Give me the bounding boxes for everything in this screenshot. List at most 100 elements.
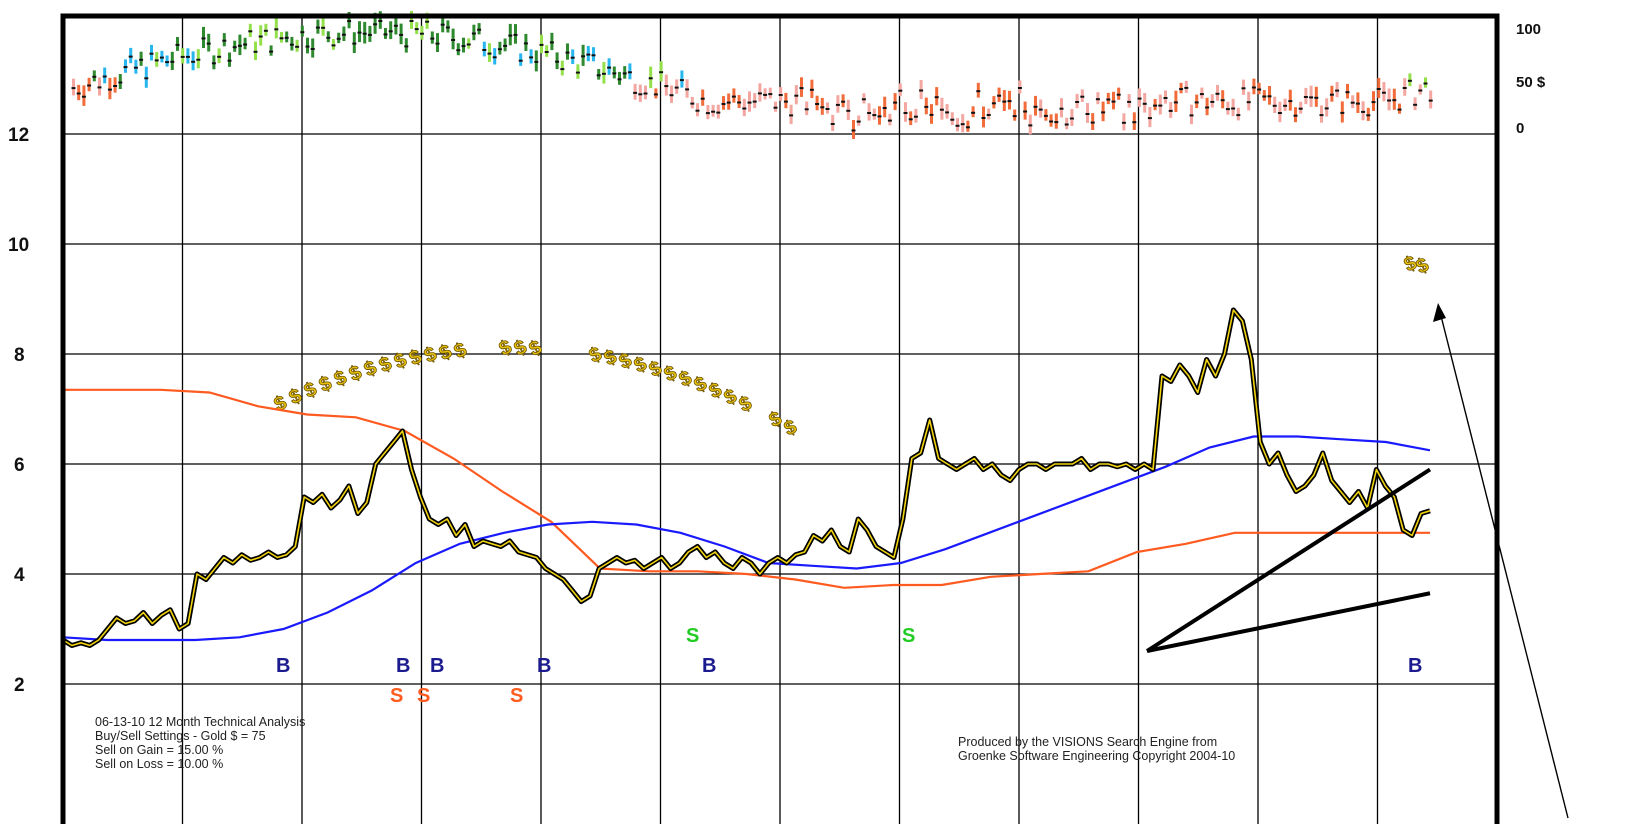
credit-line: Produced by the VISIONS Search Engine fr…: [958, 735, 1217, 749]
strip-tick: [1132, 121, 1137, 124]
strip-tick: [1257, 88, 1262, 91]
strip-bar: [602, 61, 606, 84]
strip-tick: [1116, 93, 1121, 96]
strip-tick: [856, 120, 861, 123]
strip-tick: [591, 54, 596, 57]
strip-tick: [445, 26, 450, 29]
strip-tick: [721, 103, 726, 105]
strip-tick: [1090, 121, 1095, 124]
arrow-shaft: [1439, 311, 1569, 819]
strip-tick: [1147, 117, 1152, 120]
strip-tick: [253, 50, 258, 53]
y-tick-label: 4: [14, 565, 25, 586]
strip-tick: [279, 37, 284, 40]
strip-tick: [1293, 114, 1298, 117]
strip-tick: [425, 20, 430, 23]
strip-tick: [107, 88, 112, 91]
strip-tick: [1267, 95, 1272, 98]
strip-tick: [882, 107, 887, 109]
strip-tick: [1314, 96, 1319, 99]
strip-tick: [1121, 121, 1126, 124]
strip-tick: [1075, 101, 1080, 103]
strip-tick: [404, 45, 409, 48]
strip-bar: [1247, 91, 1251, 111]
grid: [63, 16, 1497, 824]
strip-tick: [217, 55, 222, 58]
strip-tick: [913, 115, 918, 118]
strip-tick: [560, 68, 565, 71]
strip-tick: [1002, 100, 1007, 103]
right-tick-label: 50 $: [1516, 74, 1546, 91]
strip-tick: [960, 123, 965, 126]
strip-tick: [648, 77, 653, 80]
strip-tick: [1272, 104, 1277, 107]
strip-tick: [456, 49, 461, 52]
strip-tick: [274, 28, 279, 31]
strip-tick: [534, 60, 539, 63]
strip-tick: [1012, 115, 1017, 118]
strip-tick: [1049, 120, 1054, 123]
notes-left: 06-13-10 12 Month Technical Analysis Buy…: [95, 715, 305, 771]
strip-tick: [393, 24, 398, 27]
strip-tick: [685, 88, 690, 91]
series-line-stop: [63, 388, 1430, 589]
strip-bar: [722, 96, 725, 110]
strip-tick: [1189, 114, 1194, 117]
strip-tick: [430, 37, 435, 40]
strip-tick: [674, 86, 679, 89]
strip-bar: [259, 25, 263, 46]
strip-bar: [228, 52, 231, 67]
strip-tick: [523, 42, 528, 45]
strip-tick: [711, 110, 716, 113]
strip-bar: [436, 33, 439, 52]
strip-bar: [644, 85, 647, 100]
strip-tick: [326, 36, 331, 39]
strip-tick: [118, 81, 123, 84]
strip-bar: [1361, 101, 1365, 121]
strip-tick: [986, 114, 991, 116]
strip-tick: [877, 115, 882, 118]
strip-tick: [1043, 114, 1048, 117]
sell-signal: S: [510, 685, 523, 707]
strip-tick: [1080, 95, 1085, 98]
strip-tick: [435, 42, 440, 45]
strip-bar: [222, 33, 226, 47]
strip-bar: [992, 96, 996, 109]
strip-tick: [97, 86, 102, 89]
strip-tick: [196, 58, 201, 61]
strip-bar: [982, 106, 985, 128]
strip-tick: [461, 45, 466, 48]
strip-bar: [165, 55, 169, 67]
trend-lines: [1145, 467, 1432, 653]
strip-tick: [201, 37, 206, 40]
strip-tick: [1085, 113, 1090, 115]
strip-bar: [909, 111, 913, 126]
strip-tick: [414, 28, 419, 31]
strip-tick: [1407, 79, 1412, 82]
strip-tick: [778, 94, 783, 96]
strip-tick: [633, 91, 638, 94]
strip-tick: [549, 41, 554, 44]
strip-tick: [607, 66, 612, 69]
strip-tick: [1329, 93, 1334, 96]
strip-bar: [971, 106, 975, 118]
strip-tick: [149, 52, 154, 55]
strip-tick: [232, 46, 237, 49]
note-line: Sell on Loss = 10.00 %: [95, 757, 223, 771]
strip-bar: [1132, 112, 1136, 130]
strip-tick: [768, 93, 773, 96]
strip-tick: [1298, 107, 1303, 110]
strip-bar: [1252, 78, 1256, 95]
strip-tick: [347, 20, 352, 23]
strip-tick: [1064, 123, 1069, 126]
buy-signal: B: [430, 655, 444, 677]
strip-tick: [1142, 102, 1147, 105]
sell-signal-green: S: [902, 625, 915, 647]
right-axis-labels: 100 50 $ 0: [1516, 21, 1546, 137]
strip-tick: [1413, 103, 1418, 106]
y-tick-label: 6: [14, 455, 25, 476]
y-tick-label: 8: [14, 345, 25, 366]
strip-tick: [1246, 101, 1251, 104]
series-line-price: [62, 309, 1431, 647]
strip-tick: [1017, 87, 1022, 89]
